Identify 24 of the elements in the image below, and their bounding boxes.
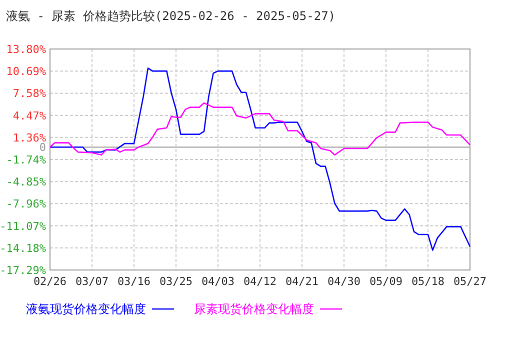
y-tick-label: 4.47%: [12, 109, 46, 122]
x-tick-label: 03/16: [117, 275, 151, 288]
legend-label: 液氨现货价格变化幅度: [26, 302, 146, 316]
x-tick-label: 04/03: [201, 275, 235, 288]
x-tick-label: 05/09: [369, 275, 403, 288]
x-tick-label: 04/12: [243, 275, 277, 288]
y-tick-label: -1.74%: [6, 153, 46, 166]
y-tick-label: -17.29%: [0, 264, 46, 277]
x-tick-label: 03/07: [75, 275, 109, 288]
y-tick-label: -7.96%: [6, 198, 46, 211]
x-tick-label: 05/27: [453, 275, 487, 288]
legend-label: 尿素现货价格变化幅度: [194, 302, 314, 316]
y-tick-label: -11.07%: [0, 220, 46, 233]
y-tick-label: 13.80%: [6, 43, 46, 56]
y-tick-label: 7.58%: [12, 87, 46, 100]
chart-title: 液氨 - 尿素 价格趋势比较(2025-02-26 - 2025-05-27): [6, 9, 336, 23]
x-tick-label: 04/21: [285, 275, 319, 288]
x-tick-label: 05/18: [411, 275, 445, 288]
y-tick-label: 10.69%: [6, 65, 46, 78]
x-tick-label: 03/25: [159, 275, 193, 288]
y-tick-label: -4.85%: [6, 176, 46, 189]
x-tick-label: 02/26: [33, 275, 67, 288]
x-tick-label: 04/30: [327, 275, 361, 288]
y-tick-label: -14.18%: [0, 242, 46, 255]
